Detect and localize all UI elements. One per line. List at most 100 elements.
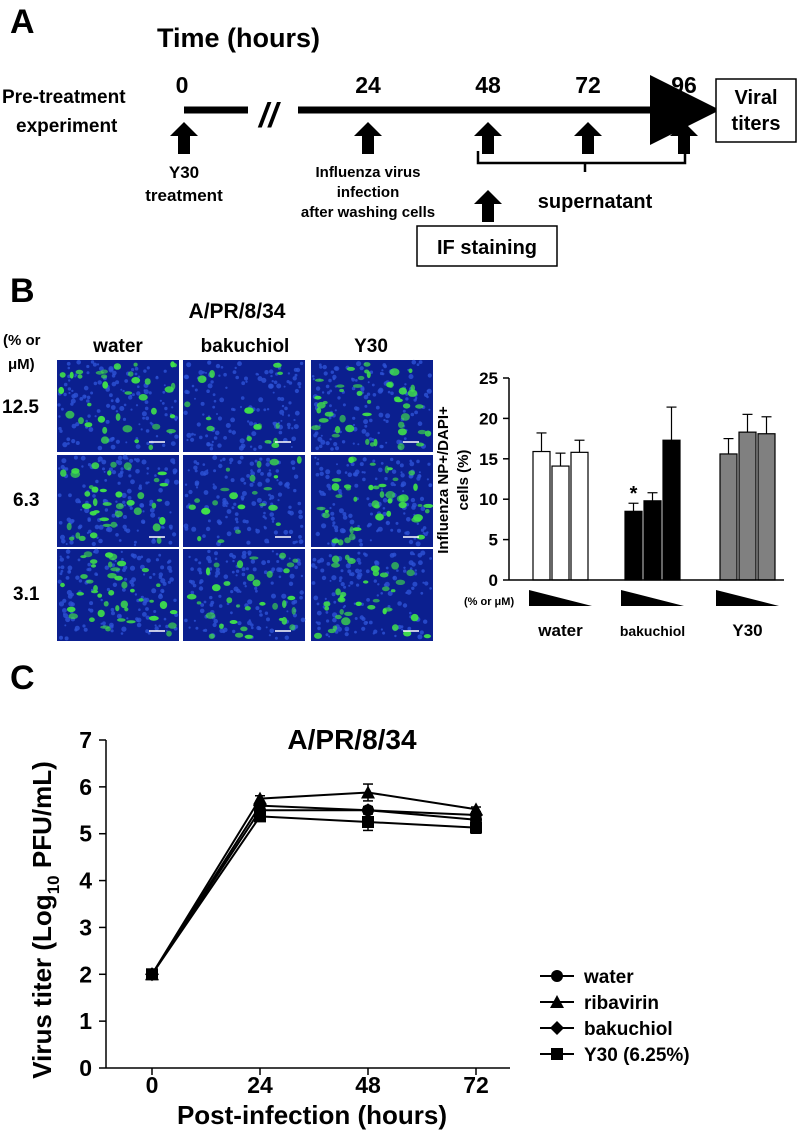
legend-square-icon: [551, 1048, 563, 1060]
line-x-axis: 0 24 48 72: [146, 1068, 489, 1098]
bar-group-label-water: water: [537, 621, 583, 640]
bar-y30-1: [719, 453, 738, 581]
line-x-tick-label: 24: [247, 1072, 273, 1098]
dose-wedge-icon: [529, 590, 592, 606]
line-y-tick-label: 6: [79, 774, 92, 800]
series-y30-6-25: [146, 810, 482, 981]
bar-y-tick-label: 20: [479, 409, 498, 428]
line-x-tick-label: 0: [146, 1072, 159, 1098]
point-bakuchiol: [253, 798, 267, 813]
legend: water ribavirin bakuchiol Y30 (6.25%): [540, 967, 690, 1066]
if-image-y30-12-5: [311, 359, 433, 452]
legend-circle-icon: [551, 970, 563, 982]
up-arrow-icon: [574, 122, 602, 154]
if-image-water-6-3: [57, 454, 179, 547]
dose-label: (% or μM): [464, 596, 514, 608]
significance-marker: *: [630, 483, 638, 505]
legend-triangle-icon: [550, 995, 564, 1008]
point-y30-6-25: [146, 968, 158, 981]
if-image-water-3-1: [57, 548, 179, 641]
line-series: [145, 783, 483, 982]
bar-chart-ylabel-line1: Influenza NP+/DAPI+: [435, 406, 452, 554]
column-label-water: water: [92, 336, 143, 357]
infection-label-line2: infection: [337, 184, 400, 201]
bar-group-labels: water bakuchiol Y30: [537, 621, 762, 640]
unit-label-line1: (% or: [3, 332, 41, 349]
unit-label-line2: μM): [8, 356, 35, 373]
bar-water-3: [570, 451, 589, 581]
if-image-y30-3-1: [311, 549, 433, 641]
if-staining-label: IF staining: [437, 237, 537, 259]
viral-titers-box: [715, 78, 797, 143]
timeline-break: //: [257, 97, 281, 135]
up-arrow-icon: [474, 122, 502, 154]
bar-y30-3: [757, 433, 776, 581]
panel-a: A Time (hours) Pre-treatment experiment …: [2, 3, 797, 267]
panel-b-virus-title: A/PR/8/34: [189, 300, 286, 323]
line-y-axis: 0 1 2 3 4 5 6 7: [79, 727, 106, 1081]
bar-y-tick-label: 15: [479, 450, 498, 469]
ylabel-main: Virus titer (Log: [27, 894, 57, 1078]
if-staining-box: [416, 225, 558, 267]
ylabel-sub: 10: [44, 875, 63, 894]
row-label-12-5: 12.5: [2, 397, 39, 418]
legend-label: water: [583, 967, 634, 988]
bar-bakuchiol-3: [662, 439, 681, 581]
if-image-bakuchiol-3-1: [183, 549, 306, 641]
bar-y-tick-label: 10: [479, 490, 498, 509]
line-y30-6-25: [151, 815, 477, 975]
legend-item-y30-6-25: Y30 (6.25%): [540, 1045, 690, 1066]
point-y30-6-25: [254, 810, 266, 823]
line-y-tick-label: 3: [79, 914, 92, 940]
supernatant-bracket: [476, 151, 687, 172]
line-y-tick-label: 2: [79, 961, 92, 987]
legend-diamond-icon: [550, 1021, 564, 1035]
line-bakuchiol: [151, 804, 477, 975]
up-arrows: [170, 122, 698, 222]
line-y-tick-label: 1: [79, 1008, 92, 1034]
if-image-bakuchiol-12-5: [183, 360, 305, 452]
bar-y-tick-label: 25: [479, 369, 498, 388]
if-image-water-12-5: [57, 360, 179, 452]
time-title: Time (hours): [157, 23, 320, 53]
legend-label: bakuchiol: [584, 1019, 673, 1040]
line-x-tick-label: 72: [463, 1072, 489, 1098]
legend-item-water: water: [540, 967, 634, 988]
timepoint-96: 96: [671, 72, 697, 98]
supernatant-label: supernatant: [538, 191, 653, 213]
legend-label: ribavirin: [584, 993, 659, 1014]
point-ribavirin: [253, 791, 267, 805]
timepoint-48: 48: [475, 72, 501, 98]
experiment-label-line2: experiment: [16, 116, 118, 137]
legend-item-bakuchiol: bakuchiol: [540, 1019, 673, 1040]
legend-item-ribavirin: ribavirin: [540, 993, 659, 1014]
point-bakuchiol: [469, 807, 483, 822]
timepoint-72: 72: [575, 72, 601, 98]
series-water: [146, 804, 482, 981]
line-ribavirin: [151, 791, 477, 975]
line-x-tick-label: 48: [355, 1072, 381, 1098]
line-y-tick-label: 0: [79, 1055, 92, 1081]
bar-bakuchiol-1: [624, 510, 643, 581]
column-label-y30: Y30: [354, 336, 388, 357]
column-label-bakuchiol: bakuchiol: [201, 336, 290, 357]
dose-wedge-icon: [716, 590, 779, 606]
viral-titers-line2: titers: [732, 113, 781, 135]
row-label-6-3: 6.3: [13, 490, 39, 511]
bar-chart: Influenza NP+/DAPI+ cells (%) 0 5 10 15 20 25…: [435, 369, 784, 640]
infection-label-line3: after washing cells: [301, 204, 435, 221]
dose-wedges: [529, 590, 779, 606]
point-ribavirin: [361, 785, 375, 799]
panel-c: C A/PR/8/34 Virus titer (Log10 PFU/mL) 0…: [10, 659, 690, 1130]
bar-series: *: [532, 406, 776, 581]
up-arrow-icon: [354, 122, 382, 154]
bar-chart-ylabel-line2: cells (%): [455, 450, 472, 511]
treatment-label-line2: treatment: [145, 186, 223, 205]
bar-bakuchiol-2: [643, 500, 662, 581]
bar-group-label-y30: Y30: [732, 621, 762, 640]
bar-water-2: [551, 465, 570, 581]
up-arrow-icon: [670, 122, 698, 154]
point-y30-6-25: [362, 816, 374, 828]
bar-y-tick-label: 5: [489, 531, 498, 550]
